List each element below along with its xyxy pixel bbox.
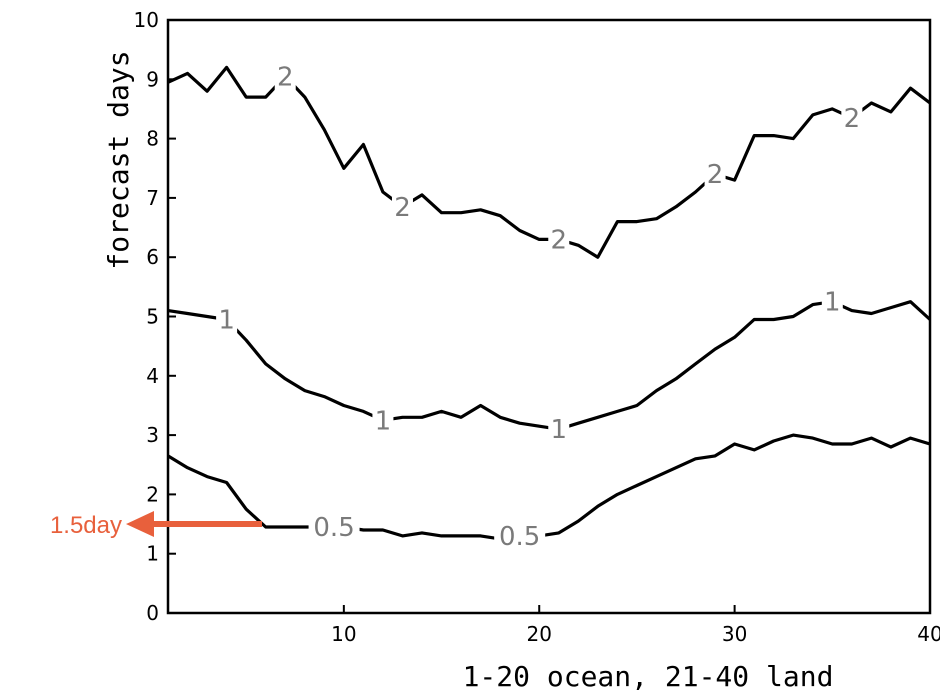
contour-label: 1 — [824, 288, 841, 318]
y-tick-label: 3 — [146, 423, 159, 447]
contour-line-0-5 — [167, 433, 931, 541]
contour-label-mask — [494, 520, 546, 551]
y-tick-label: 4 — [146, 364, 159, 388]
contour-label-mask — [704, 159, 726, 190]
contour-label-mask — [391, 191, 413, 222]
y-tick-label: 5 — [146, 305, 159, 329]
contour-label: 0.5 — [499, 522, 540, 552]
contour-labels: 2 2 2 2 2 1 1 1 1 0.5 0.5 — [216, 61, 863, 552]
axis-ticks: 0 1 2 3 4 5 6 7 8 9 10 10 20 30 40 — [134, 8, 940, 646]
y-tick-label: 10 — [134, 8, 159, 32]
contour-label-mask — [372, 405, 394, 436]
contour-label: 2 — [550, 225, 567, 255]
annotation: 1.5day — [50, 511, 262, 539]
y-tick-label: 6 — [146, 245, 159, 269]
contour-label: 2 — [394, 193, 411, 223]
y-tick-label: 8 — [146, 127, 159, 151]
annotation-arrow-head — [126, 511, 154, 538]
x-axis-title: 1-20 ocean, 21-40 land — [463, 660, 834, 693]
contour-label: 0.5 — [313, 513, 354, 543]
contour-label-mask — [216, 304, 238, 335]
y-tick-label: 9 — [146, 67, 159, 91]
y-tick-label: 1 — [146, 542, 159, 566]
contour-label-mask — [548, 414, 570, 445]
contour-label: 2 — [277, 62, 294, 92]
y-tick-label: 2 — [146, 482, 159, 506]
contour-label-mask — [308, 512, 360, 543]
contour-line-1 — [167, 300, 932, 431]
y-axis-title: forecast days — [102, 50, 135, 269]
contour-label: 2 — [844, 104, 861, 134]
contour-label-mask — [548, 224, 570, 255]
plot-frame — [166, 18, 932, 615]
y-tick-label: 0 — [146, 601, 159, 625]
series-lines — [167, 65, 932, 541]
contour-label-mask — [821, 286, 843, 317]
x-tick-label: 40 — [917, 622, 940, 646]
contour-label: 1 — [218, 305, 235, 335]
contour-label: 1 — [375, 406, 392, 436]
plot-border — [166, 18, 932, 615]
x-tick-label: 10 — [331, 622, 356, 646]
contour-label-mask — [274, 61, 296, 92]
contour-label: 2 — [707, 160, 724, 190]
x-tick-label: 30 — [722, 622, 747, 646]
contour-label: 1 — [550, 415, 567, 445]
contour-label-mask — [841, 102, 863, 133]
annotation-label: 1.5day — [50, 512, 122, 539]
y-tick-label: 7 — [146, 186, 159, 210]
x-tick-label: 20 — [527, 622, 552, 646]
